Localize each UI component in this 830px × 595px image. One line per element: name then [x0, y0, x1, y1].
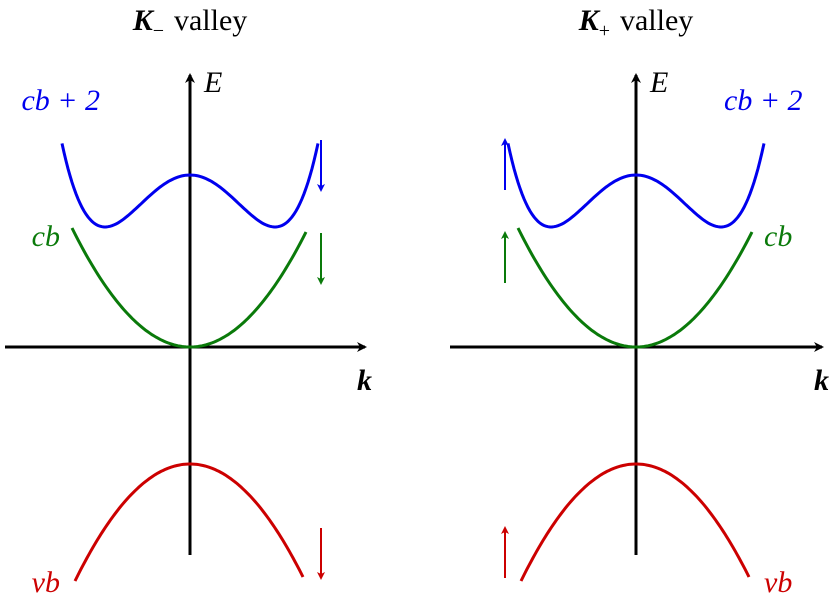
- title-subscript: +: [599, 20, 610, 42]
- title-text: valley: [174, 4, 247, 37]
- x-axis-label: k: [814, 364, 829, 397]
- band-label: cb + 2: [724, 84, 803, 117]
- band-label: cb + 2: [21, 84, 100, 117]
- title-symbol: K: [578, 4, 601, 37]
- x-axis-label: k: [357, 364, 372, 397]
- title-text: valley: [620, 4, 693, 37]
- band-label: vb: [764, 566, 792, 595]
- panel-title: K− valley: [132, 4, 248, 42]
- band-label: cb: [32, 220, 60, 253]
- panel-title: K+ valley: [578, 4, 694, 42]
- band-cb2: [60, 143, 320, 229]
- band-label: vb: [32, 566, 60, 595]
- band-label: cb: [764, 220, 792, 253]
- band-cb: [516, 227, 754, 349]
- y-axis-label: E: [649, 66, 668, 99]
- y-axis-label: E: [203, 66, 222, 99]
- band-vb: [73, 462, 305, 582]
- title-symbol: K: [132, 4, 155, 37]
- band-vb: [519, 462, 751, 582]
- band-cb2: [506, 143, 766, 229]
- band-cb: [70, 227, 308, 349]
- title-subscript: −: [153, 20, 164, 42]
